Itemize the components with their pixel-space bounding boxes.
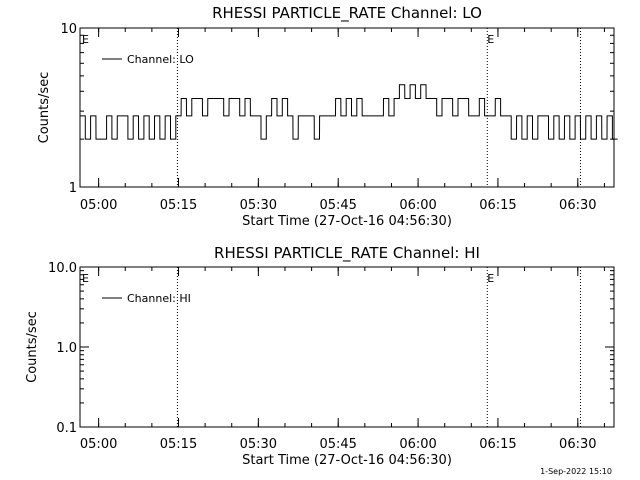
y-tick-label: 1: [69, 181, 77, 196]
x-tick-label: 05:45: [319, 437, 356, 452]
x-tick-label: 06:15: [479, 437, 516, 452]
x-tick-label: 05:00: [80, 437, 117, 452]
x-axis-title: Start Time (27-Oct-16 04:56:30): [242, 453, 452, 468]
y-tick-label: 10: [60, 22, 77, 37]
x-tick-label: 05:45: [319, 198, 356, 213]
event-marker-label: E: [82, 33, 89, 46]
footer-timestamp: 1-Sep-2022 15:10: [540, 467, 612, 476]
x-tick-label: 05:15: [160, 437, 197, 452]
x-tick-label: 06:00: [399, 437, 436, 452]
x-tick-label: 05:00: [80, 198, 117, 213]
series-line: [80, 84, 618, 140]
event-marker-label: E: [82, 272, 89, 285]
panel-hi: RHESSI PARTICLE_RATE Channel: HI 0.1 1.0 10…: [25, 244, 615, 468]
chart-title: RHESSI PARTICLE_RATE Channel: LO: [212, 4, 482, 23]
y-axis-title: Counts/sec: [37, 72, 52, 144]
event-marker-label: E: [487, 272, 494, 285]
legend-label: Channel: LO: [127, 53, 194, 66]
y-axis-title: Counts/sec: [25, 311, 40, 383]
x-axis-title: Start Time (27-Oct-16 04:56:30): [242, 214, 452, 229]
legend-label: Channel: HI: [127, 292, 191, 305]
x-tick-label: 06:00: [399, 198, 436, 213]
x-tick-label: 06:15: [479, 198, 516, 213]
x-tick-label: 05:30: [240, 198, 277, 213]
chart-title: RHESSI PARTICLE_RATE Channel: HI: [214, 244, 480, 263]
x-tick-label: 05:30: [240, 437, 277, 452]
plot-frame: [79, 266, 615, 428]
x-tick-label: 06:30: [559, 437, 596, 452]
plot-frame: [79, 27, 615, 188]
x-tick-label: 06:30: [559, 198, 596, 213]
event-marker-label: E: [487, 33, 494, 46]
y-tick-label: 0.1: [56, 421, 77, 436]
x-tick-label: 05:15: [160, 198, 197, 213]
y-tick-label: 10.0: [48, 261, 77, 276]
panel-lo: RHESSI PARTICLE_RATE Channel: LO 1 10 Count…: [37, 4, 618, 229]
y-tick-label: 1.0: [56, 341, 77, 356]
